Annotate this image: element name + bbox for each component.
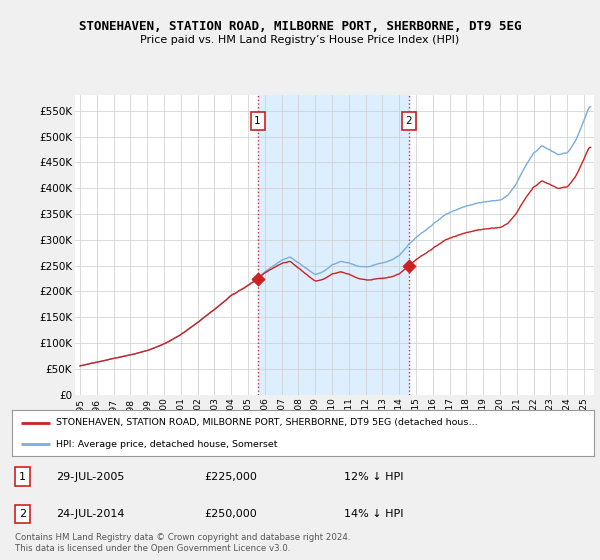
Text: STONEHAVEN, STATION ROAD, MILBORNE PORT, SHERBORNE, DT9 5EG (detached hous…: STONEHAVEN, STATION ROAD, MILBORNE PORT,… — [56, 418, 478, 427]
Text: 2: 2 — [405, 116, 412, 126]
Text: 1: 1 — [254, 116, 261, 126]
Text: £225,000: £225,000 — [204, 472, 257, 482]
Text: HPI: Average price, detached house, Somerset: HPI: Average price, detached house, Some… — [56, 440, 277, 449]
Text: 12% ↓ HPI: 12% ↓ HPI — [344, 472, 403, 482]
Point — [404, 261, 413, 270]
Text: 24-JUL-2014: 24-JUL-2014 — [56, 509, 124, 519]
Text: Contains HM Land Registry data © Crown copyright and database right 2024.
This d: Contains HM Land Registry data © Crown c… — [15, 533, 350, 553]
Text: STONEHAVEN, STATION ROAD, MILBORNE PORT, SHERBORNE, DT9 5EG: STONEHAVEN, STATION ROAD, MILBORNE PORT,… — [79, 20, 521, 32]
Point — [253, 274, 262, 283]
Text: 2: 2 — [19, 509, 26, 519]
Text: 29-JUL-2005: 29-JUL-2005 — [56, 472, 124, 482]
Text: £250,000: £250,000 — [204, 509, 257, 519]
Text: 14% ↓ HPI: 14% ↓ HPI — [344, 509, 403, 519]
Text: Price paid vs. HM Land Registry’s House Price Index (HPI): Price paid vs. HM Land Registry’s House … — [140, 35, 460, 45]
Bar — [257, 95, 409, 395]
Text: 1: 1 — [19, 472, 26, 482]
